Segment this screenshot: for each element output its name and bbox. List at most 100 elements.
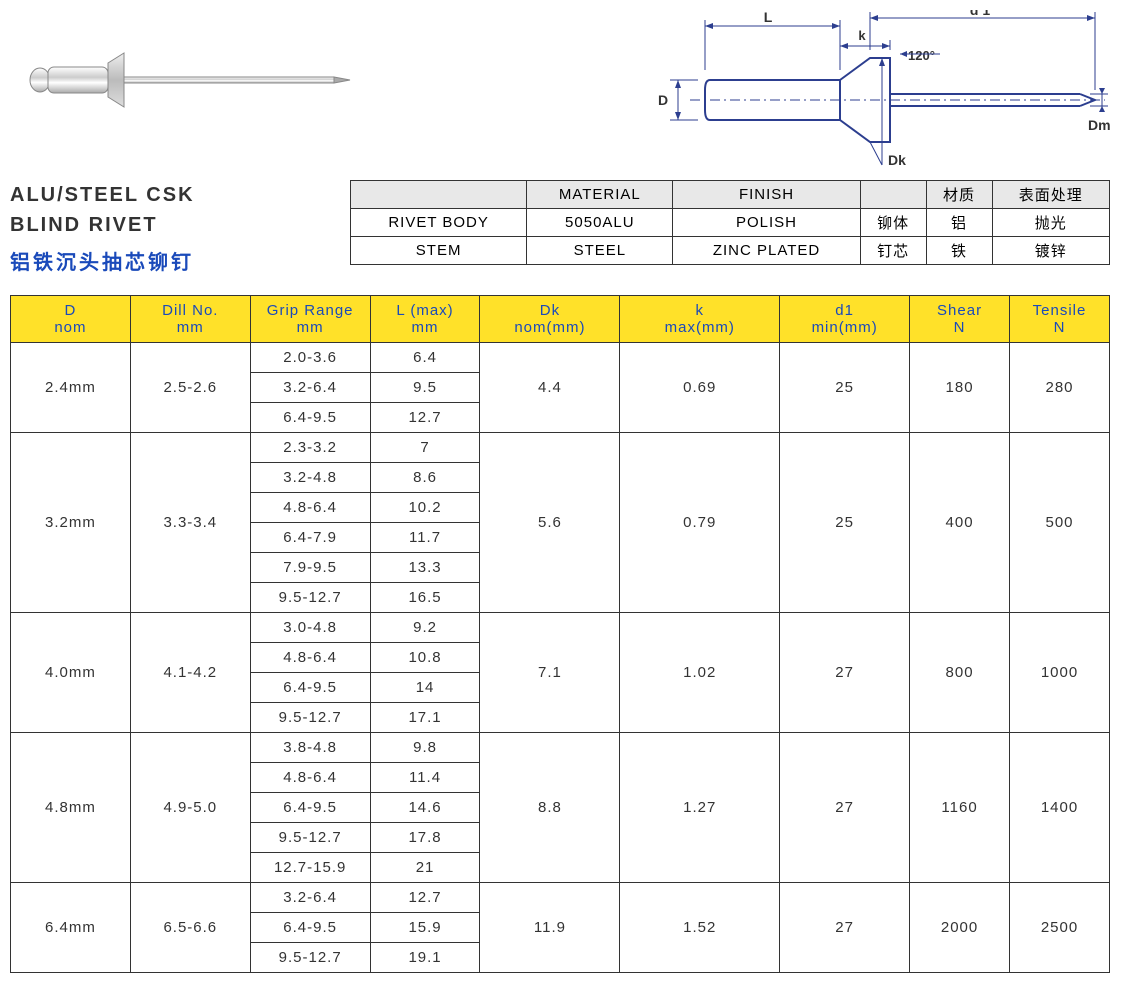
material-cell: 铆体 xyxy=(860,209,926,237)
spec-cell: 500 xyxy=(1010,433,1110,613)
spec-cell: 6.5-6.6 xyxy=(130,883,250,973)
title-chinese: 铝铁沉头抽芯铆钉 xyxy=(10,246,330,275)
spec-cell: 800 xyxy=(910,613,1010,733)
spec-cell: 400 xyxy=(910,433,1010,613)
material-header xyxy=(351,181,527,209)
spec-cell: 4.8-6.4 xyxy=(250,763,370,793)
material-cell: 钉芯 xyxy=(860,237,926,265)
svg-text:D: D xyxy=(658,92,668,108)
spec-cell: 4.8-6.4 xyxy=(250,643,370,673)
spec-cell: 1.02 xyxy=(620,613,780,733)
spec-cell: 3.2-4.8 xyxy=(250,463,370,493)
spec-row: 2.4mm2.5-2.62.0-3.66.44.40.6925180280 xyxy=(11,343,1110,373)
material-cell: 铁 xyxy=(926,237,992,265)
material-header xyxy=(860,181,926,209)
spec-cell: 6.4-9.5 xyxy=(250,913,370,943)
spec-cell: 3.2-6.4 xyxy=(250,373,370,403)
spec-cell: 27 xyxy=(780,883,910,973)
spec-cell: 27 xyxy=(780,613,910,733)
spec-cell: 10.2 xyxy=(370,493,480,523)
spec-row: 4.0mm4.1-4.23.0-4.89.27.11.02278001000 xyxy=(11,613,1110,643)
spec-cell: 7.9-9.5 xyxy=(250,553,370,583)
svg-text:L: L xyxy=(764,10,773,25)
material-cell: 5050ALU xyxy=(527,209,673,237)
spec-cell: 9.5-12.7 xyxy=(250,583,370,613)
spec-cell: 4.0mm xyxy=(11,613,131,733)
spec-cell: 9.8 xyxy=(370,733,480,763)
spec-header: L (max)mm xyxy=(370,296,480,343)
spec-cell: 16.5 xyxy=(370,583,480,613)
spec-cell: 2.0-3.6 xyxy=(250,343,370,373)
title-english-2: BLIND RIVET xyxy=(10,210,330,240)
material-row: RIVET BODY5050ALUPOLISH铆体铝抛光 xyxy=(351,209,1110,237)
spec-cell: 9.5-12.7 xyxy=(250,823,370,853)
spec-cell: 2500 xyxy=(1010,883,1110,973)
spec-cell: 280 xyxy=(1010,343,1110,433)
spec-cell: 5.6 xyxy=(480,433,620,613)
svg-text:k: k xyxy=(858,28,866,43)
svg-text:d 1: d 1 xyxy=(970,10,990,18)
spec-cell: 1.27 xyxy=(620,733,780,883)
spec-cell: 4.8-6.4 xyxy=(250,493,370,523)
spec-cell: 25 xyxy=(780,433,910,613)
spec-cell: 2.4mm xyxy=(11,343,131,433)
spec-cell: 27 xyxy=(780,733,910,883)
spec-cell: 3.2mm xyxy=(11,433,131,613)
spec-cell: 6.4-9.5 xyxy=(250,673,370,703)
material-cell: RIVET BODY xyxy=(351,209,527,237)
spec-cell: 9.5-12.7 xyxy=(250,703,370,733)
specification-table: DnomDill No.mmGrip RangemmL (max)mmDknom… xyxy=(10,295,1110,973)
spec-cell: 3.2-6.4 xyxy=(250,883,370,913)
spec-header: Grip Rangemm xyxy=(250,296,370,343)
spec-cell: 7.1 xyxy=(480,613,620,733)
title-english-1: ALU/STEEL CSK xyxy=(10,180,330,210)
material-cell: ZINC PLATED xyxy=(673,237,860,265)
material-cell: POLISH xyxy=(673,209,860,237)
spec-cell: 8.6 xyxy=(370,463,480,493)
spec-cell: 1160 xyxy=(910,733,1010,883)
material-cell: 铝 xyxy=(926,209,992,237)
spec-cell: 6.4mm xyxy=(11,883,131,973)
spec-header: Dill No.mm xyxy=(130,296,250,343)
spec-row: 6.4mm6.5-6.63.2-6.412.711.91.52272000250… xyxy=(11,883,1110,913)
svg-text:Dk: Dk xyxy=(888,152,906,168)
spec-cell: 11.7 xyxy=(370,523,480,553)
spec-cell: 12.7 xyxy=(370,403,480,433)
material-cell: 抛光 xyxy=(992,209,1109,237)
spec-cell: 14 xyxy=(370,673,480,703)
material-cell: 镀锌 xyxy=(992,237,1109,265)
spec-cell: 2.5-2.6 xyxy=(130,343,250,433)
material-table: MATERIALFINISH材质表面处理 RIVET BODY5050ALUPO… xyxy=(350,180,1110,265)
spec-cell: 12.7-15.9 xyxy=(250,853,370,883)
spec-cell: 17.8 xyxy=(370,823,480,853)
spec-cell: 6.4-9.5 xyxy=(250,403,370,433)
spec-cell: 9.2 xyxy=(370,613,480,643)
material-header: MATERIAL xyxy=(527,181,673,209)
spec-cell: 1400 xyxy=(1010,733,1110,883)
spec-cell: 180 xyxy=(910,343,1010,433)
spec-cell: 14.6 xyxy=(370,793,480,823)
spec-cell: 3.8-4.8 xyxy=(250,733,370,763)
spec-cell: 11.4 xyxy=(370,763,480,793)
spec-cell: 6.4 xyxy=(370,343,480,373)
svg-text:120°: 120° xyxy=(908,48,935,63)
spec-cell: 12.7 xyxy=(370,883,480,913)
material-header: 材质 xyxy=(926,181,992,209)
spec-cell: 17.1 xyxy=(370,703,480,733)
spec-cell: 9.5 xyxy=(370,373,480,403)
spec-cell: 7 xyxy=(370,433,480,463)
material-header: FINISH xyxy=(673,181,860,209)
technical-diagram: Ld 1k120°DDkDm xyxy=(650,10,1110,170)
spec-header: Dknom(mm) xyxy=(480,296,620,343)
spec-cell: 2.3-3.2 xyxy=(250,433,370,463)
spec-cell: 6.4-7.9 xyxy=(250,523,370,553)
spec-cell: 10.8 xyxy=(370,643,480,673)
spec-cell: 25 xyxy=(780,343,910,433)
spec-cell: 4.4 xyxy=(480,343,620,433)
spec-header: Dnom xyxy=(11,296,131,343)
spec-cell: 4.9-5.0 xyxy=(130,733,250,883)
spec-cell: 15.9 xyxy=(370,913,480,943)
spec-header: kmax(mm) xyxy=(620,296,780,343)
spec-header: d1min(mm) xyxy=(780,296,910,343)
product-image xyxy=(10,10,370,130)
